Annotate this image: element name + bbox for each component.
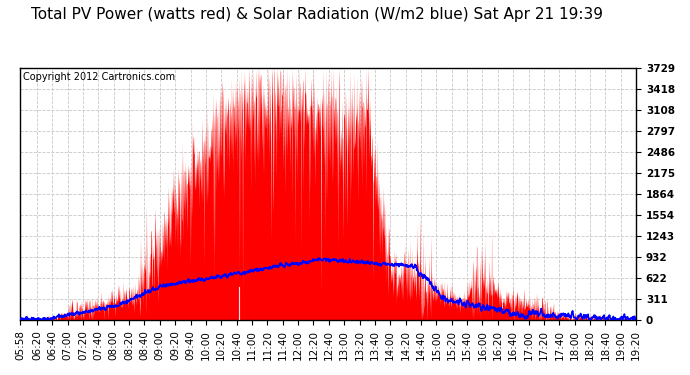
Text: Copyright 2012 Cartronics.com: Copyright 2012 Cartronics.com [23,72,175,81]
Text: Total PV Power (watts red) & Solar Radiation (W/m2 blue) Sat Apr 21 19:39: Total PV Power (watts red) & Solar Radia… [32,8,603,22]
